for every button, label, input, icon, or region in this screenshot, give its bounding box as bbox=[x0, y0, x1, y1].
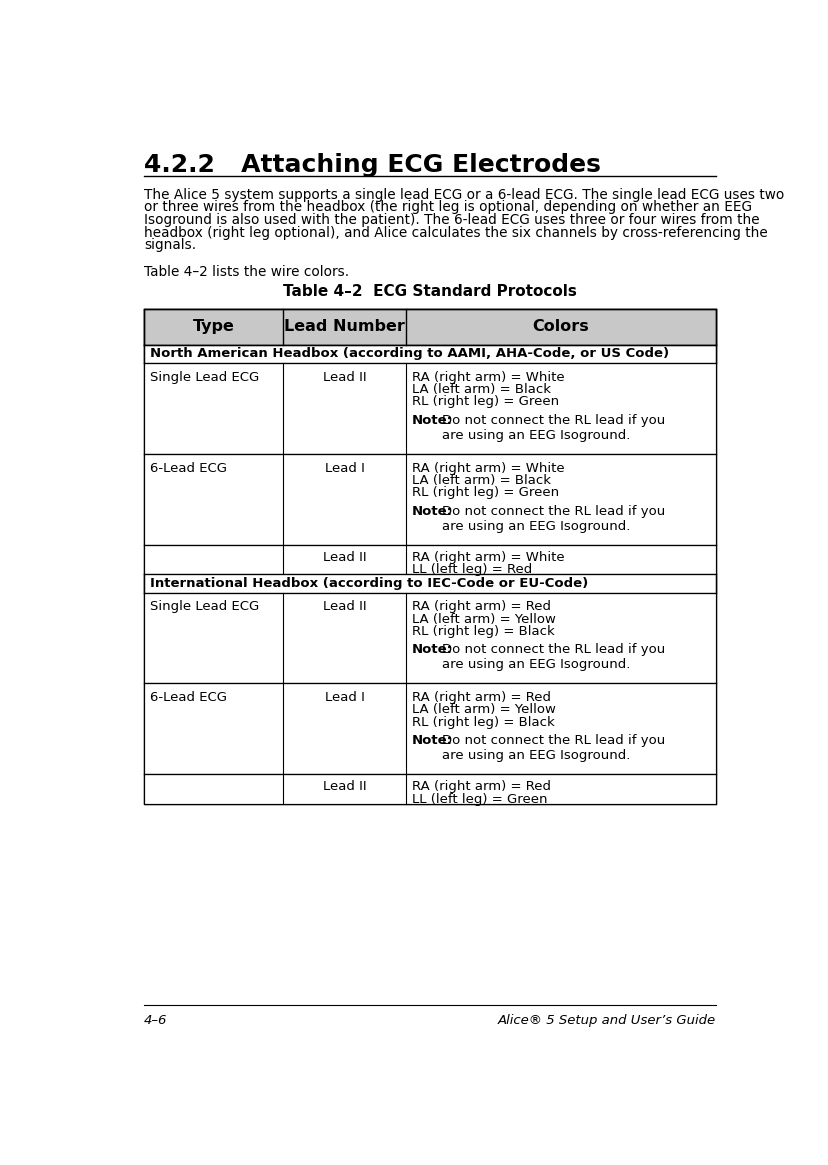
Bar bbox=[144, 593, 715, 684]
Text: 6-Lead ECG: 6-Lead ECG bbox=[150, 691, 227, 704]
Text: Lead II: Lead II bbox=[322, 370, 366, 383]
Text: Lead II: Lead II bbox=[322, 600, 366, 613]
Text: RL (right leg) = Black: RL (right leg) = Black bbox=[412, 715, 554, 729]
Text: Note:: Note: bbox=[412, 734, 453, 747]
Bar bbox=[144, 454, 715, 545]
Bar bbox=[144, 309, 715, 804]
Text: LA (left arm) = Yellow: LA (left arm) = Yellow bbox=[412, 704, 556, 716]
Text: RA (right arm) = Red: RA (right arm) = Red bbox=[412, 600, 551, 613]
Text: RA (right arm) = Red: RA (right arm) = Red bbox=[412, 781, 551, 793]
Text: Lead II: Lead II bbox=[322, 781, 366, 793]
Bar bbox=[144, 363, 715, 454]
Text: RL (right leg) = Black: RL (right leg) = Black bbox=[412, 624, 554, 638]
Text: Lead I: Lead I bbox=[325, 691, 364, 704]
Text: LA (left arm) = Yellow: LA (left arm) = Yellow bbox=[412, 613, 556, 626]
Text: LL (left leg) = Green: LL (left leg) = Green bbox=[412, 792, 547, 806]
Text: headbox (right leg optional), and Alice calculates the six channels by cross-ref: headbox (right leg optional), and Alice … bbox=[144, 226, 767, 240]
Text: signals.: signals. bbox=[144, 239, 195, 253]
Text: Do not connect the RL lead if you
are using an EEG Isoground.: Do not connect the RL lead if you are us… bbox=[441, 414, 664, 442]
Text: RA (right arm) = White: RA (right arm) = White bbox=[412, 370, 564, 383]
Text: 4–6: 4–6 bbox=[144, 1014, 167, 1026]
Text: or three wires from the headbox (the right leg is optional, depending on whether: or three wires from the headbox (the rig… bbox=[144, 200, 751, 214]
Text: RL (right leg) = Green: RL (right leg) = Green bbox=[412, 395, 559, 409]
Text: Type: Type bbox=[192, 319, 234, 334]
Text: Table 4–2 lists the wire colors.: Table 4–2 lists the wire colors. bbox=[144, 264, 349, 278]
Text: RA (right arm) = White: RA (right arm) = White bbox=[412, 461, 564, 474]
Text: Lead I: Lead I bbox=[325, 461, 364, 474]
Text: Lead Number: Lead Number bbox=[284, 319, 405, 334]
Text: International Headbox (according to IEC-Code or EU-Code): International Headbox (according to IEC-… bbox=[150, 577, 588, 589]
Text: Colors: Colors bbox=[532, 319, 589, 334]
Text: RA (right arm) = Red: RA (right arm) = Red bbox=[412, 691, 551, 704]
Text: LA (left arm) = Black: LA (left arm) = Black bbox=[412, 383, 551, 396]
Text: LL (left leg) = Red: LL (left leg) = Red bbox=[412, 564, 532, 577]
Bar bbox=[144, 574, 715, 593]
Text: Lead II: Lead II bbox=[322, 551, 366, 564]
Text: RA (right arm) = White: RA (right arm) = White bbox=[412, 551, 564, 564]
Text: Table 4–2  ECG Standard Protocols: Table 4–2 ECG Standard Protocols bbox=[282, 284, 576, 298]
Bar bbox=[144, 309, 715, 345]
Text: Isoground is also used with the patient). The 6-lead ECG uses three or four wire: Isoground is also used with the patient)… bbox=[144, 213, 758, 227]
Text: Do not connect the RL lead if you
are using an EEG Isoground.: Do not connect the RL lead if you are us… bbox=[441, 504, 664, 532]
Bar bbox=[144, 545, 715, 574]
Text: Note:: Note: bbox=[412, 414, 453, 426]
Bar bbox=[144, 345, 715, 363]
Text: Do not connect the RL lead if you
are using an EEG Isoground.: Do not connect the RL lead if you are us… bbox=[441, 734, 664, 762]
Text: RL (right leg) = Green: RL (right leg) = Green bbox=[412, 486, 559, 500]
Text: North American Headbox (according to AAMI, AHA-Code, or US Code): North American Headbox (according to AAM… bbox=[150, 347, 668, 360]
Text: Alice® 5 Setup and User’s Guide: Alice® 5 Setup and User’s Guide bbox=[497, 1014, 715, 1026]
Text: Do not connect the RL lead if you
are using an EEG Isoground.: Do not connect the RL lead if you are us… bbox=[441, 643, 664, 671]
Text: Note:: Note: bbox=[412, 643, 453, 656]
Text: Single Lead ECG: Single Lead ECG bbox=[150, 600, 259, 613]
Text: 6-Lead ECG: 6-Lead ECG bbox=[150, 461, 227, 474]
Text: Single Lead ECG: Single Lead ECG bbox=[150, 370, 259, 383]
Bar bbox=[144, 775, 715, 804]
Text: LA (left arm) = Black: LA (left arm) = Black bbox=[412, 474, 551, 487]
Text: The Alice 5 system supports a single lead ECG or a 6-lead ECG. The single lead E: The Alice 5 system supports a single lea… bbox=[144, 188, 783, 202]
Bar bbox=[144, 684, 715, 775]
Text: 4.2.2   Attaching ECG Electrodes: 4.2.2 Attaching ECG Electrodes bbox=[144, 153, 600, 177]
Text: Note:: Note: bbox=[412, 504, 453, 517]
